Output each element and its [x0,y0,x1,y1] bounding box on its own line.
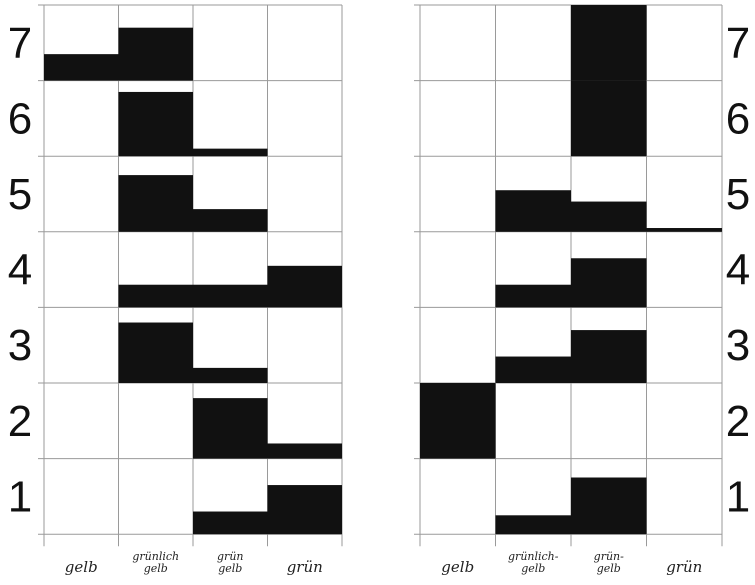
row-label-right-1: 1 [726,472,750,521]
bar-left-row-1-col-4 [267,485,342,535]
bar-right-row-5-col-2 [495,190,571,232]
row-label-left-4: 4 [8,246,32,295]
bar-left-row-5-col-2 [118,175,193,232]
bar-left-row-2-col-4 [267,443,342,459]
column-label-left-4: grün [287,558,323,576]
column-label-left-1: gelb [65,558,98,576]
bar-right-row-7-col-3 [571,5,647,81]
row-label-right-5: 5 [726,170,750,219]
row-label-left-7: 7 [8,19,32,68]
bar-right-row-3-col-2 [495,356,571,383]
bar-right-row-4-col-2 [495,284,571,308]
bar-right-row-5-col-4 [646,228,722,232]
row-label-left-5: 5 [8,170,32,219]
column-label-left-2: gelb [144,562,168,575]
bar-right-row-5-col-3 [571,201,647,232]
bar-left-row-6-col-2 [118,91,193,157]
column-label-left-3: gelb [218,562,242,575]
column-label-left-2: grünlich [132,550,179,563]
row-label-left-1: 1 [8,472,32,521]
row-label-right-4: 4 [726,246,750,295]
bar-right-row-2-col-1 [420,383,496,459]
row-label-left-2: 2 [8,397,32,446]
bar-left-row-6-col-3 [193,148,268,157]
column-label-right-2: grünlich- [508,550,559,563]
column-label-right-3: gelb [597,562,621,575]
bar-right-row-3-col-3 [571,330,647,383]
row-label-right-7: 7 [726,19,750,68]
bar-left-row-3-col-2 [118,322,193,383]
column-label-right-1: gelb [441,558,474,576]
column-label-right-3: grün- [594,550,624,563]
row-label-left-3: 3 [8,321,32,370]
bar-left-row-7-col-2 [118,27,193,81]
column-label-right-4: grün [666,558,702,576]
bar-left-row-5-col-3 [193,209,268,232]
column-label-left-3: grün [217,550,243,563]
column-label-right-2: gelb [521,562,545,575]
row-label-right-2: 2 [726,397,750,446]
row-label-left-6: 6 [8,94,32,143]
bar-left-row-2-col-3 [193,398,268,459]
bar-left-row-4-col-4 [267,265,342,308]
bar-left-row-7-col-1 [44,54,119,81]
bar-right-row-6-col-3 [571,80,647,157]
bar-left-row-4-col-2 [118,284,193,308]
bar-right-row-4-col-3 [571,258,647,308]
bar-right-row-1-col-2 [495,515,571,535]
bar-left-row-1-col-3 [193,511,268,535]
bar-left-row-4-col-3 [193,284,268,308]
bar-right-row-1-col-3 [571,477,647,535]
bar-left-row-3-col-3 [193,367,268,383]
row-label-right-6: 6 [726,94,750,143]
row-label-right-3: 3 [726,321,750,370]
